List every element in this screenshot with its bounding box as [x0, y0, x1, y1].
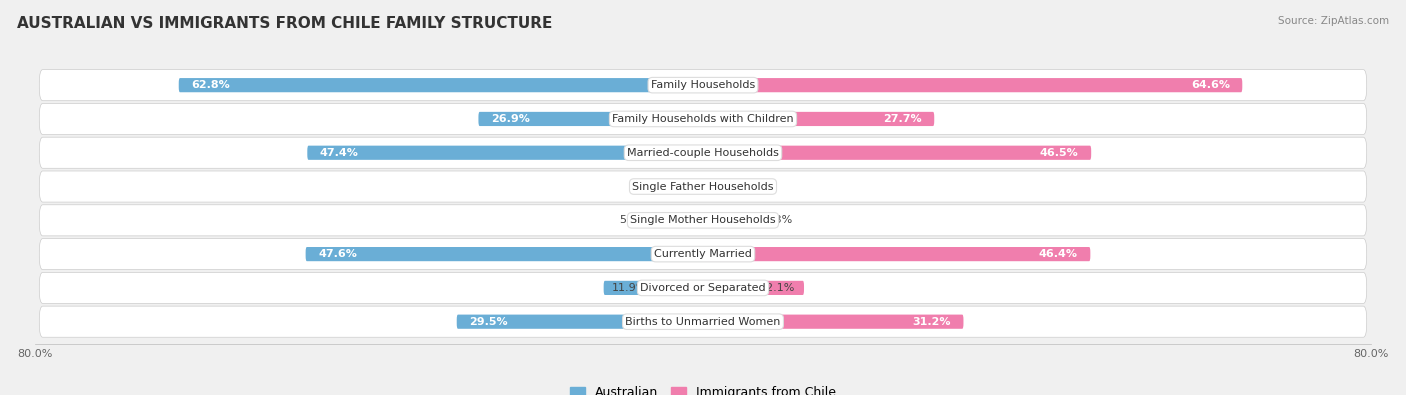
- FancyBboxPatch shape: [39, 103, 1367, 134]
- Text: Source: ZipAtlas.com: Source: ZipAtlas.com: [1278, 16, 1389, 26]
- Text: 62.8%: 62.8%: [191, 80, 231, 90]
- FancyBboxPatch shape: [703, 179, 721, 194]
- Text: 5.6%: 5.6%: [620, 215, 648, 225]
- FancyBboxPatch shape: [179, 78, 703, 92]
- Text: 26.9%: 26.9%: [491, 114, 530, 124]
- FancyBboxPatch shape: [703, 146, 1091, 160]
- Text: Divorced or Separated: Divorced or Separated: [640, 283, 766, 293]
- Text: 11.9%: 11.9%: [612, 283, 647, 293]
- Text: 64.6%: 64.6%: [1191, 80, 1230, 90]
- FancyBboxPatch shape: [39, 70, 1367, 101]
- FancyBboxPatch shape: [39, 137, 1367, 168]
- FancyBboxPatch shape: [305, 247, 703, 261]
- FancyBboxPatch shape: [703, 281, 804, 295]
- Text: 6.3%: 6.3%: [763, 215, 792, 225]
- Text: 29.5%: 29.5%: [470, 317, 508, 327]
- FancyBboxPatch shape: [39, 306, 1367, 337]
- FancyBboxPatch shape: [657, 213, 703, 228]
- FancyBboxPatch shape: [308, 146, 703, 160]
- FancyBboxPatch shape: [457, 314, 703, 329]
- Text: Family Households with Children: Family Households with Children: [612, 114, 794, 124]
- FancyBboxPatch shape: [39, 273, 1367, 303]
- Text: 46.4%: 46.4%: [1039, 249, 1078, 259]
- Text: 2.2%: 2.2%: [648, 182, 676, 192]
- FancyBboxPatch shape: [703, 78, 1243, 92]
- FancyBboxPatch shape: [39, 239, 1367, 270]
- Text: Currently Married: Currently Married: [654, 249, 752, 259]
- Text: 47.6%: 47.6%: [318, 249, 357, 259]
- Legend: Australian, Immigrants from Chile: Australian, Immigrants from Chile: [569, 386, 837, 395]
- FancyBboxPatch shape: [703, 247, 1091, 261]
- Text: Single Father Households: Single Father Households: [633, 182, 773, 192]
- Text: Single Mother Households: Single Mother Households: [630, 215, 776, 225]
- Text: 12.1%: 12.1%: [761, 283, 796, 293]
- FancyBboxPatch shape: [703, 314, 963, 329]
- Text: 2.2%: 2.2%: [730, 182, 758, 192]
- Text: 46.5%: 46.5%: [1040, 148, 1078, 158]
- FancyBboxPatch shape: [685, 179, 703, 194]
- FancyBboxPatch shape: [39, 171, 1367, 202]
- Text: 31.2%: 31.2%: [912, 317, 950, 327]
- FancyBboxPatch shape: [478, 112, 703, 126]
- FancyBboxPatch shape: [39, 205, 1367, 236]
- Text: 47.4%: 47.4%: [319, 148, 359, 158]
- FancyBboxPatch shape: [703, 213, 755, 228]
- FancyBboxPatch shape: [603, 281, 703, 295]
- Text: 27.7%: 27.7%: [883, 114, 922, 124]
- Text: AUSTRALIAN VS IMMIGRANTS FROM CHILE FAMILY STRUCTURE: AUSTRALIAN VS IMMIGRANTS FROM CHILE FAMI…: [17, 16, 553, 31]
- Text: Family Households: Family Households: [651, 80, 755, 90]
- Text: Married-couple Households: Married-couple Households: [627, 148, 779, 158]
- Text: Births to Unmarried Women: Births to Unmarried Women: [626, 317, 780, 327]
- FancyBboxPatch shape: [703, 112, 934, 126]
